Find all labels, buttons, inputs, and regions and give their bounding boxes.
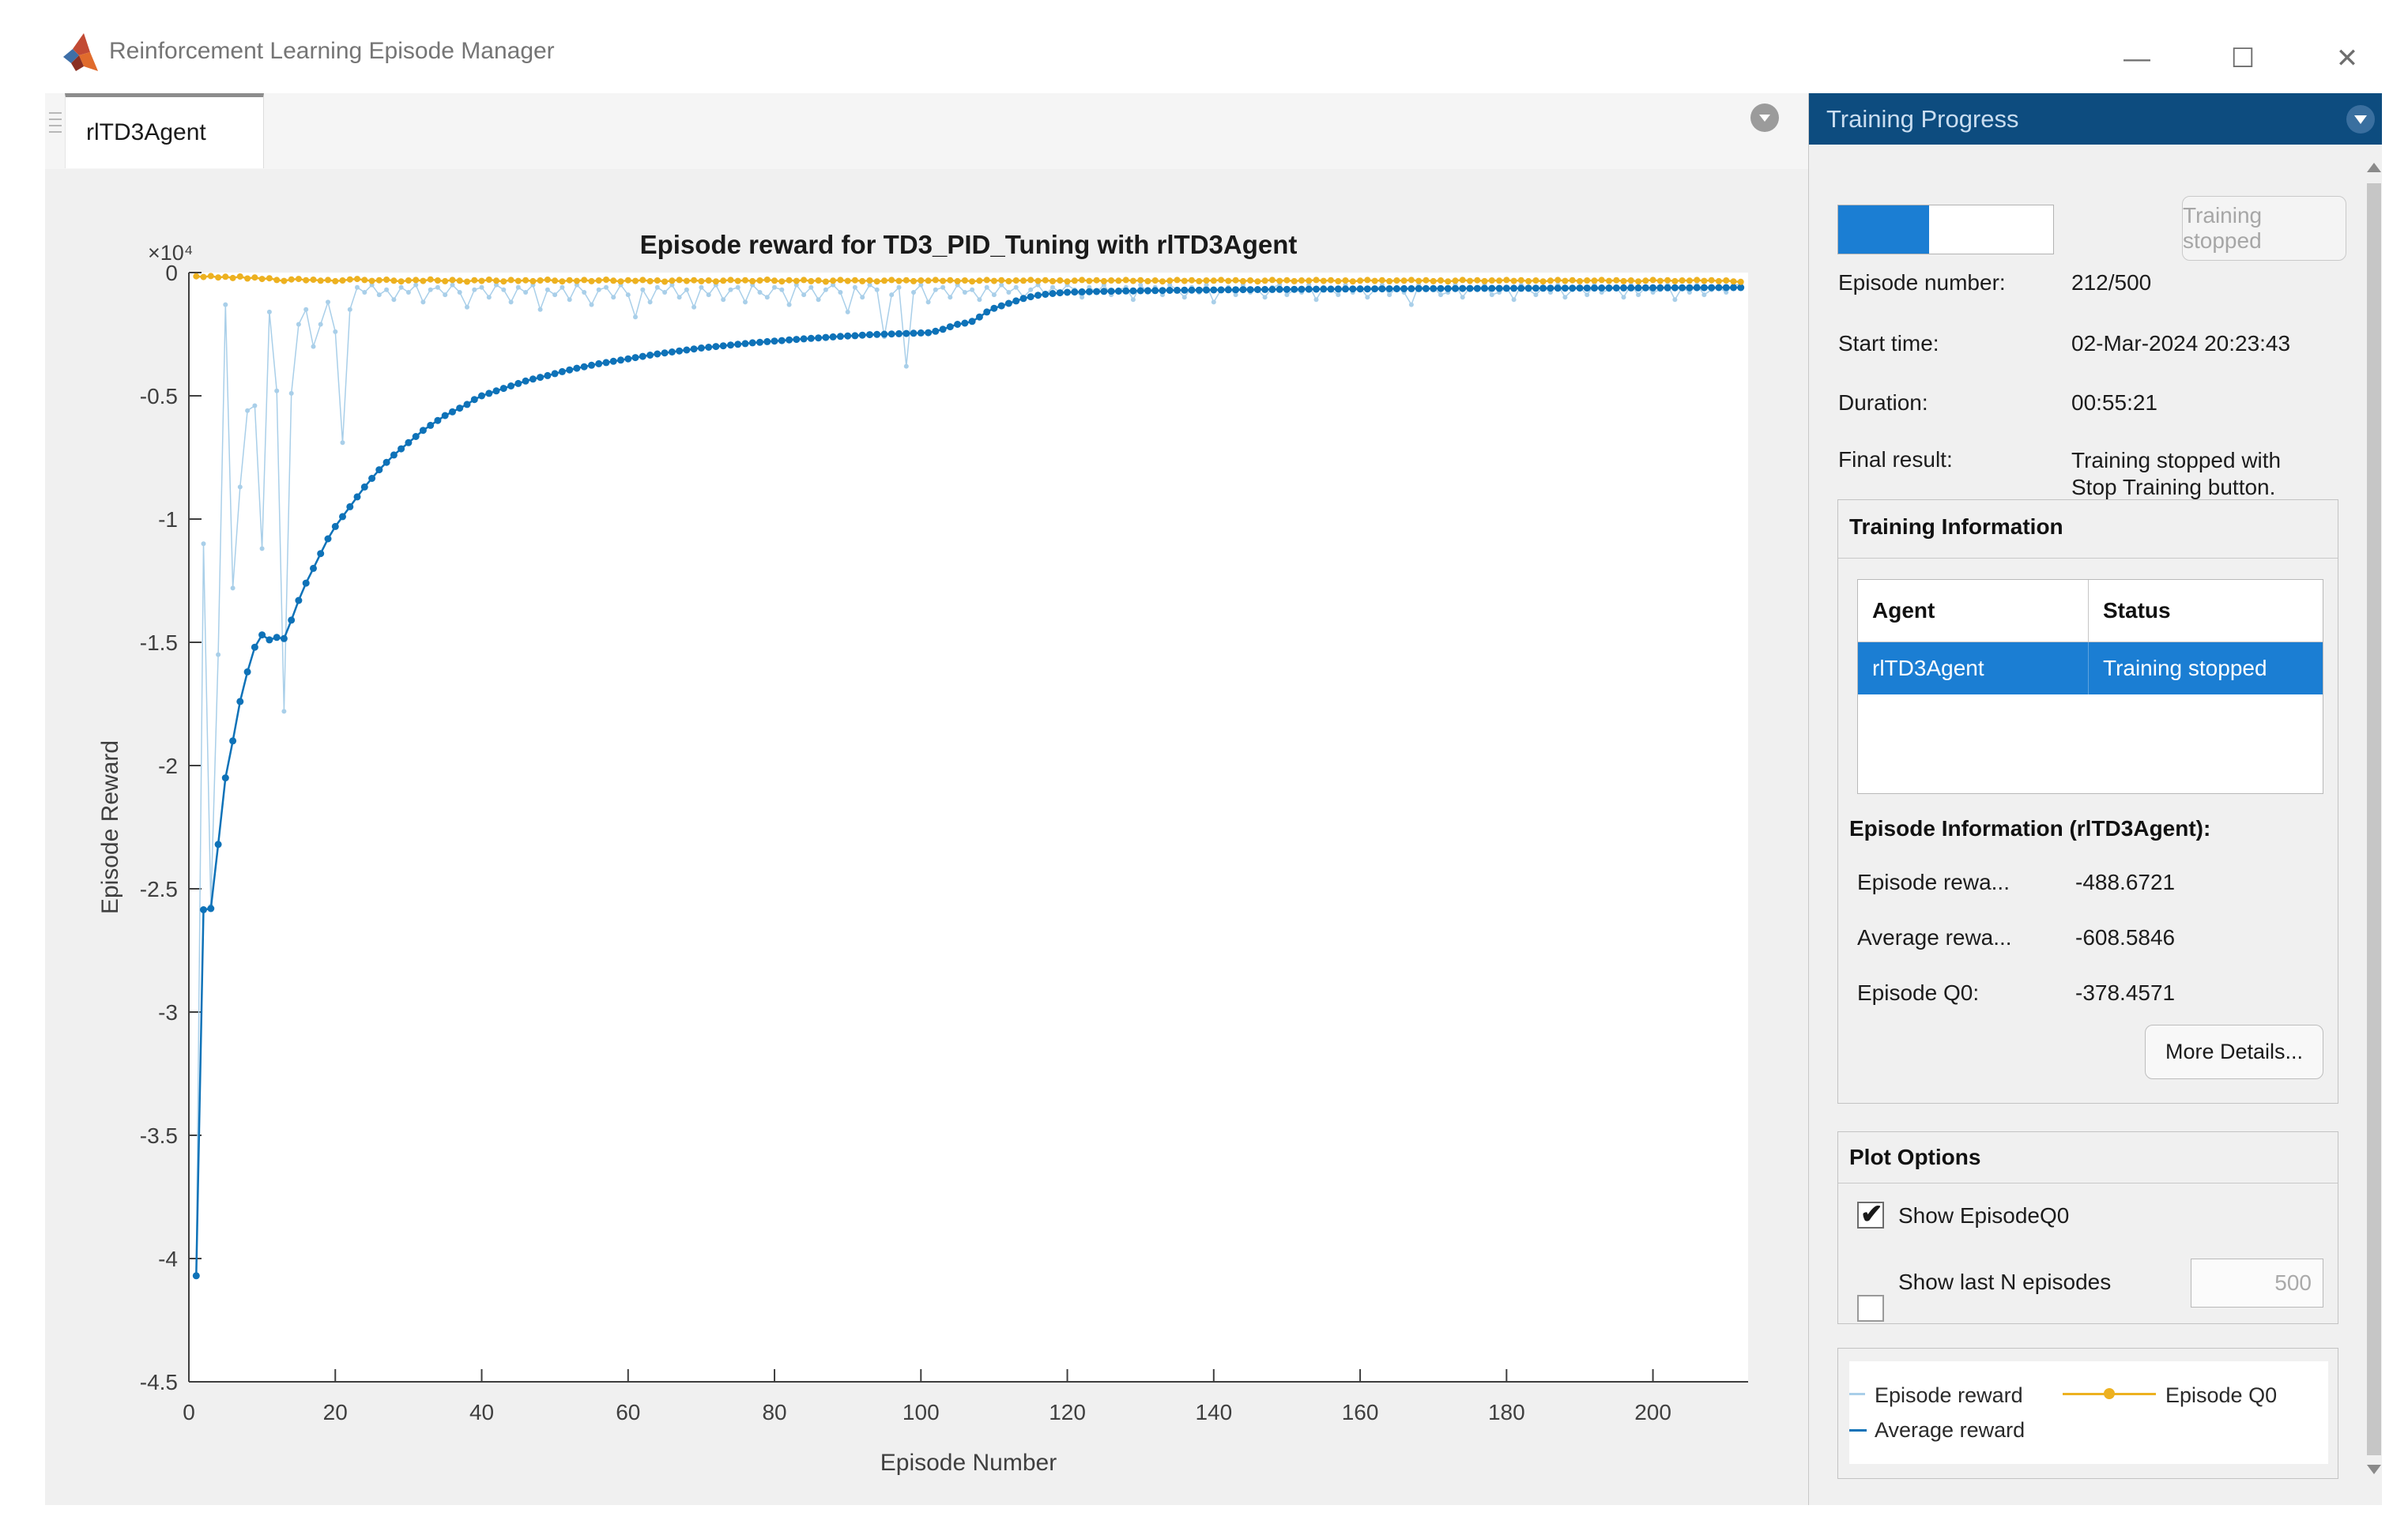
matlab-logo-icon (63, 33, 98, 71)
training-stopped-label: Training stopped (2183, 203, 2263, 253)
legend-episode-q0[interactable]: Episode Q0 (2165, 1383, 2278, 1407)
svg-text:-1: -1 (158, 507, 178, 532)
progress-fill (1838, 205, 1930, 254)
legend-group: Episode reward Episode Q0 Average reward (1837, 1348, 2338, 1479)
svg-text:Episode Reward: Episode Reward (97, 740, 123, 914)
chevron-down-icon (2354, 115, 2367, 124)
chart-legend: Episode reward Episode Q0 Average reward (1849, 1361, 2328, 1464)
duration-label: Duration: (1838, 390, 1928, 415)
average-reward-swatch (1849, 1429, 1867, 1432)
svg-text:-0.5: -0.5 (140, 384, 178, 408)
column-header-agent[interactable]: Agent (1858, 580, 2089, 642)
plot-options-group: Plot Options Show EpisodeQ0 Show last N … (1837, 1131, 2338, 1324)
svg-text:180: 180 (1488, 1400, 1525, 1424)
training-stopped-button[interactable]: Training stopped (2182, 196, 2346, 261)
episode-number-label: Episode number: (1838, 270, 2006, 295)
plot-panel: 0 20 40 60 80 100 120 140 160 180 200 0 -0.5 -1 -1.5 -2… (45, 169, 1808, 1505)
legend-average-reward[interactable]: Average reward (1875, 1418, 2026, 1442)
reward-chart: 0 20 40 60 80 100 120 140 160 180 200 0 -0.5 -1 -1.5 -2… (97, 230, 1748, 1476)
tab-bar: rlTD3Agent (45, 93, 1808, 170)
episode-q0-label: Episode Q0: (1857, 980, 1980, 1005)
table-row[interactable]: rlTD3Agent Training stopped (1858, 642, 2323, 694)
scroll-up-icon[interactable] (2367, 163, 2381, 172)
svg-text:-1.5: -1.5 (140, 630, 178, 655)
tab-options-button[interactable] (1750, 103, 1779, 132)
svg-text:60: 60 (616, 1400, 640, 1424)
svg-text:-2.5: -2.5 (140, 877, 178, 901)
start-time-value: 02-Mar-2024 20:23:43 (2071, 331, 2291, 356)
svg-text:0: 0 (183, 1400, 195, 1424)
chevron-down-icon (1759, 114, 1770, 122)
final-result-value: Training stopped with Stop Training butt… (2071, 448, 2282, 499)
svg-text:-4: -4 (158, 1247, 178, 1271)
episode-number-value: 212/500 (2071, 270, 2152, 295)
minimize-button[interactable]: — (2123, 43, 2150, 73)
window-margin (2382, 93, 2408, 1524)
svg-text:Episode Number: Episode Number (880, 1450, 1057, 1476)
episode-reward-value: -488.6721 (2075, 870, 2176, 894)
tab-label: rlTD3Agent (86, 119, 206, 145)
agent-status-table[interactable]: Agent Status rlTD3Agent Training stopped (1857, 579, 2323, 794)
svg-text:-3: -3 (158, 1000, 178, 1025)
maximize-button[interactable]: ☐ (2230, 43, 2255, 73)
panel-header: Training Progress (1809, 93, 2383, 145)
final-result-label: Final result: (1838, 447, 1953, 472)
svg-text:Episode reward for TD3_PID_Tun: Episode reward for TD3_PID_Tuning with r… (640, 230, 1298, 259)
panel-scrollbar[interactable] (2365, 163, 2383, 1505)
svg-text:-3.5: -3.5 (140, 1123, 178, 1148)
training-progress-panel: Training Progress Training stopped Episo… (1808, 93, 2383, 1505)
episode-q0-swatch-dot (2104, 1388, 2115, 1399)
svg-text:100: 100 (903, 1400, 940, 1424)
episode-reward-swatch (1849, 1393, 1865, 1395)
training-progress-bar (1837, 205, 2054, 254)
show-episodeq0-checkbox[interactable] (1857, 1199, 1884, 1230)
svg-text:×10⁴: ×10⁴ (148, 241, 193, 265)
training-information-title: Training Information (1849, 514, 2063, 539)
close-button[interactable]: ✕ (2335, 43, 2359, 73)
svg-text:80: 80 (762, 1400, 786, 1424)
panel-collapse-button[interactable] (2346, 105, 2375, 134)
legend-episode-reward[interactable]: Episode reward (1875, 1383, 2023, 1407)
more-details-button[interactable]: More Details... (2145, 1025, 2323, 1079)
tab-rltd3agent[interactable]: rlTD3Agent (65, 93, 264, 168)
episode-reward-label: Episode rewa... (1857, 870, 2010, 894)
svg-text:40: 40 (469, 1400, 494, 1424)
episode-information-title: Episode Information (rlTD3Agent): (1849, 816, 2211, 841)
show-episodeq0-label: Show EpisodeQ0 (1898, 1203, 2070, 1228)
show-last-n-checkbox[interactable] (1857, 1295, 1884, 1322)
duration-value: 00:55:21 (2071, 390, 2157, 415)
svg-text:140: 140 (1195, 1400, 1232, 1424)
svg-text:-4.5: -4.5 (140, 1370, 178, 1394)
training-information-group: Training Information Agent Status rlTD3A… (1837, 499, 2338, 1104)
svg-text:-2: -2 (158, 754, 178, 778)
average-reward-value: -608.5846 (2075, 925, 2176, 950)
svg-text:20: 20 (323, 1400, 348, 1424)
episode-q0-value: -378.4571 (2075, 980, 2176, 1005)
average-reward-label: Average rewa... (1857, 925, 2012, 950)
start-time-label: Start time: (1838, 331, 1939, 356)
last-n-episodes-input[interactable]: 500 (2191, 1259, 2323, 1308)
drag-handle-icon[interactable] (49, 107, 62, 137)
svg-text:0: 0 (165, 261, 178, 285)
svg-text:160: 160 (1342, 1400, 1379, 1424)
scroll-down-icon[interactable] (2367, 1465, 2381, 1474)
window-title: Reinforcement Learning Episode Manager (109, 38, 555, 64)
scrollbar-thumb[interactable] (2367, 183, 2381, 1455)
svg-text:120: 120 (1049, 1400, 1086, 1424)
more-details-label: More Details... (2165, 1040, 2304, 1063)
plot-options-title: Plot Options (1849, 1145, 1981, 1169)
panel-title: Training Progress (1826, 104, 2019, 133)
divider (1838, 558, 2338, 559)
status-cell: Training stopped (2103, 656, 2267, 680)
column-header-status[interactable]: Status (2103, 598, 2171, 623)
window-titlebar: Reinforcement Learning Episode Manager —… (0, 0, 2408, 93)
show-last-n-label: Show last N episodes (1898, 1270, 2112, 1294)
svg-text:200: 200 (1634, 1400, 1671, 1424)
agent-cell: rlTD3Agent (1858, 642, 2089, 694)
